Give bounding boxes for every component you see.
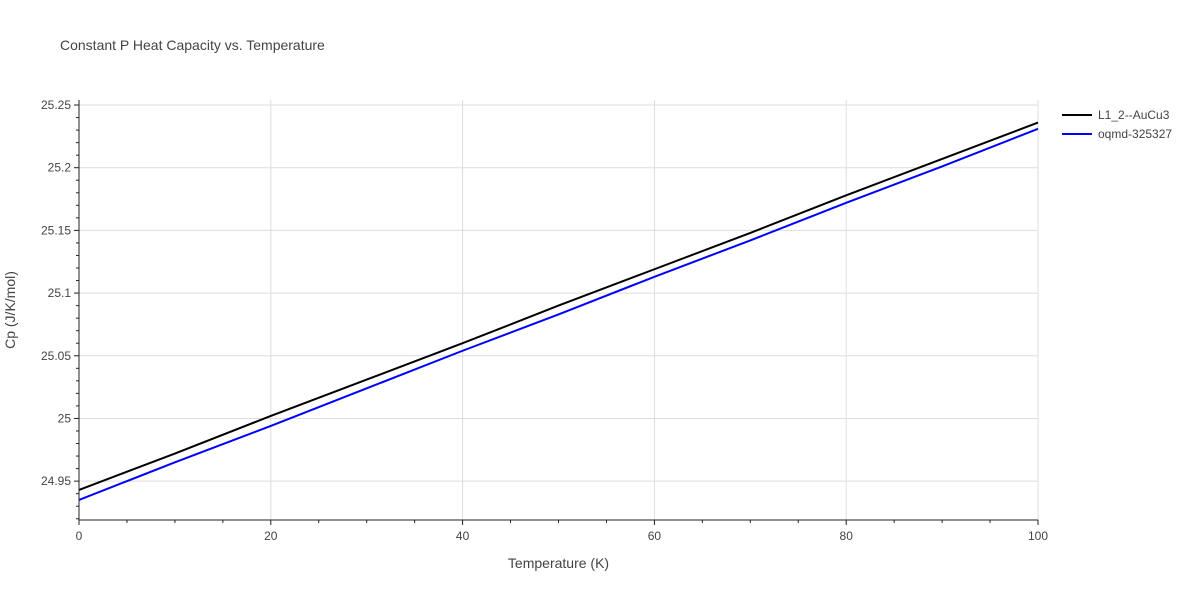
legend-label: oqmd-325327 bbox=[1098, 127, 1172, 141]
legend[interactable]: L1_2--AuCu3 oqmd-325327 bbox=[1062, 108, 1172, 141]
x-tick-label: 20 bbox=[264, 529, 278, 543]
y-tick-label: 25.15 bbox=[41, 223, 71, 237]
y-tick-label: 25.2 bbox=[48, 161, 72, 175]
chart-title: Constant P Heat Capacity vs. Temperature bbox=[60, 37, 325, 53]
legend-label: L1_2--AuCu3 bbox=[1098, 108, 1170, 122]
series-line-1 bbox=[78, 121, 1039, 491]
x-tick-label: 40 bbox=[456, 529, 470, 543]
x-tick-label: 80 bbox=[840, 529, 854, 543]
x-axis-title: Temperature (K) bbox=[508, 555, 609, 571]
grid bbox=[78, 100, 1039, 520]
legend-item[interactable]: L1_2--AuCu3 bbox=[1062, 108, 1170, 122]
x-tick-label: 100 bbox=[1028, 529, 1048, 543]
y-tick-label: 25.1 bbox=[48, 286, 72, 300]
y-tick-label: 25.05 bbox=[41, 349, 71, 363]
x-tick-label: 0 bbox=[76, 529, 83, 543]
axes: 0 20 40 60 80 100 24.95 25 25.05 25.1 25.15 25.2 25.… bbox=[41, 98, 1048, 543]
y-axis-title: Cp (J/K/mol) bbox=[2, 271, 18, 349]
series-line-2 bbox=[78, 127, 1039, 501]
legend-item[interactable]: oqmd-325327 bbox=[1062, 127, 1172, 141]
plot-area bbox=[78, 121, 1039, 501]
y-tick-label: 25 bbox=[58, 411, 72, 425]
y-tick-label: 25.25 bbox=[41, 98, 71, 112]
x-tick-label: 60 bbox=[648, 529, 662, 543]
y-tick-label: 24.95 bbox=[41, 474, 71, 488]
